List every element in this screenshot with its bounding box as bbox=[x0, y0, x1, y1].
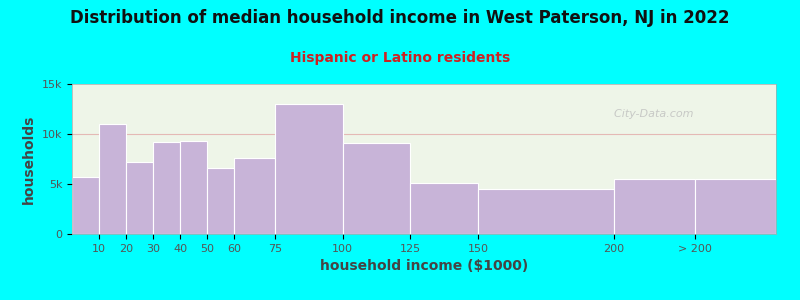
Bar bbox=[478, 189, 614, 234]
Bar bbox=[614, 179, 694, 234]
Y-axis label: households: households bbox=[22, 114, 36, 204]
Bar bbox=[72, 177, 99, 234]
Text: Hispanic or Latino residents: Hispanic or Latino residents bbox=[290, 51, 510, 65]
Bar bbox=[207, 168, 234, 234]
Bar bbox=[99, 124, 126, 234]
Bar bbox=[126, 162, 154, 234]
Bar bbox=[342, 143, 410, 234]
Text: Distribution of median household income in West Paterson, NJ in 2022: Distribution of median household income … bbox=[70, 9, 730, 27]
Bar bbox=[234, 158, 275, 234]
Bar bbox=[275, 104, 342, 234]
X-axis label: household income ($1000): household income ($1000) bbox=[320, 259, 528, 273]
Bar bbox=[154, 142, 180, 234]
Bar bbox=[180, 141, 207, 234]
Bar bbox=[694, 179, 776, 234]
Text: City-Data.com: City-Data.com bbox=[607, 109, 694, 119]
Bar bbox=[410, 183, 478, 234]
